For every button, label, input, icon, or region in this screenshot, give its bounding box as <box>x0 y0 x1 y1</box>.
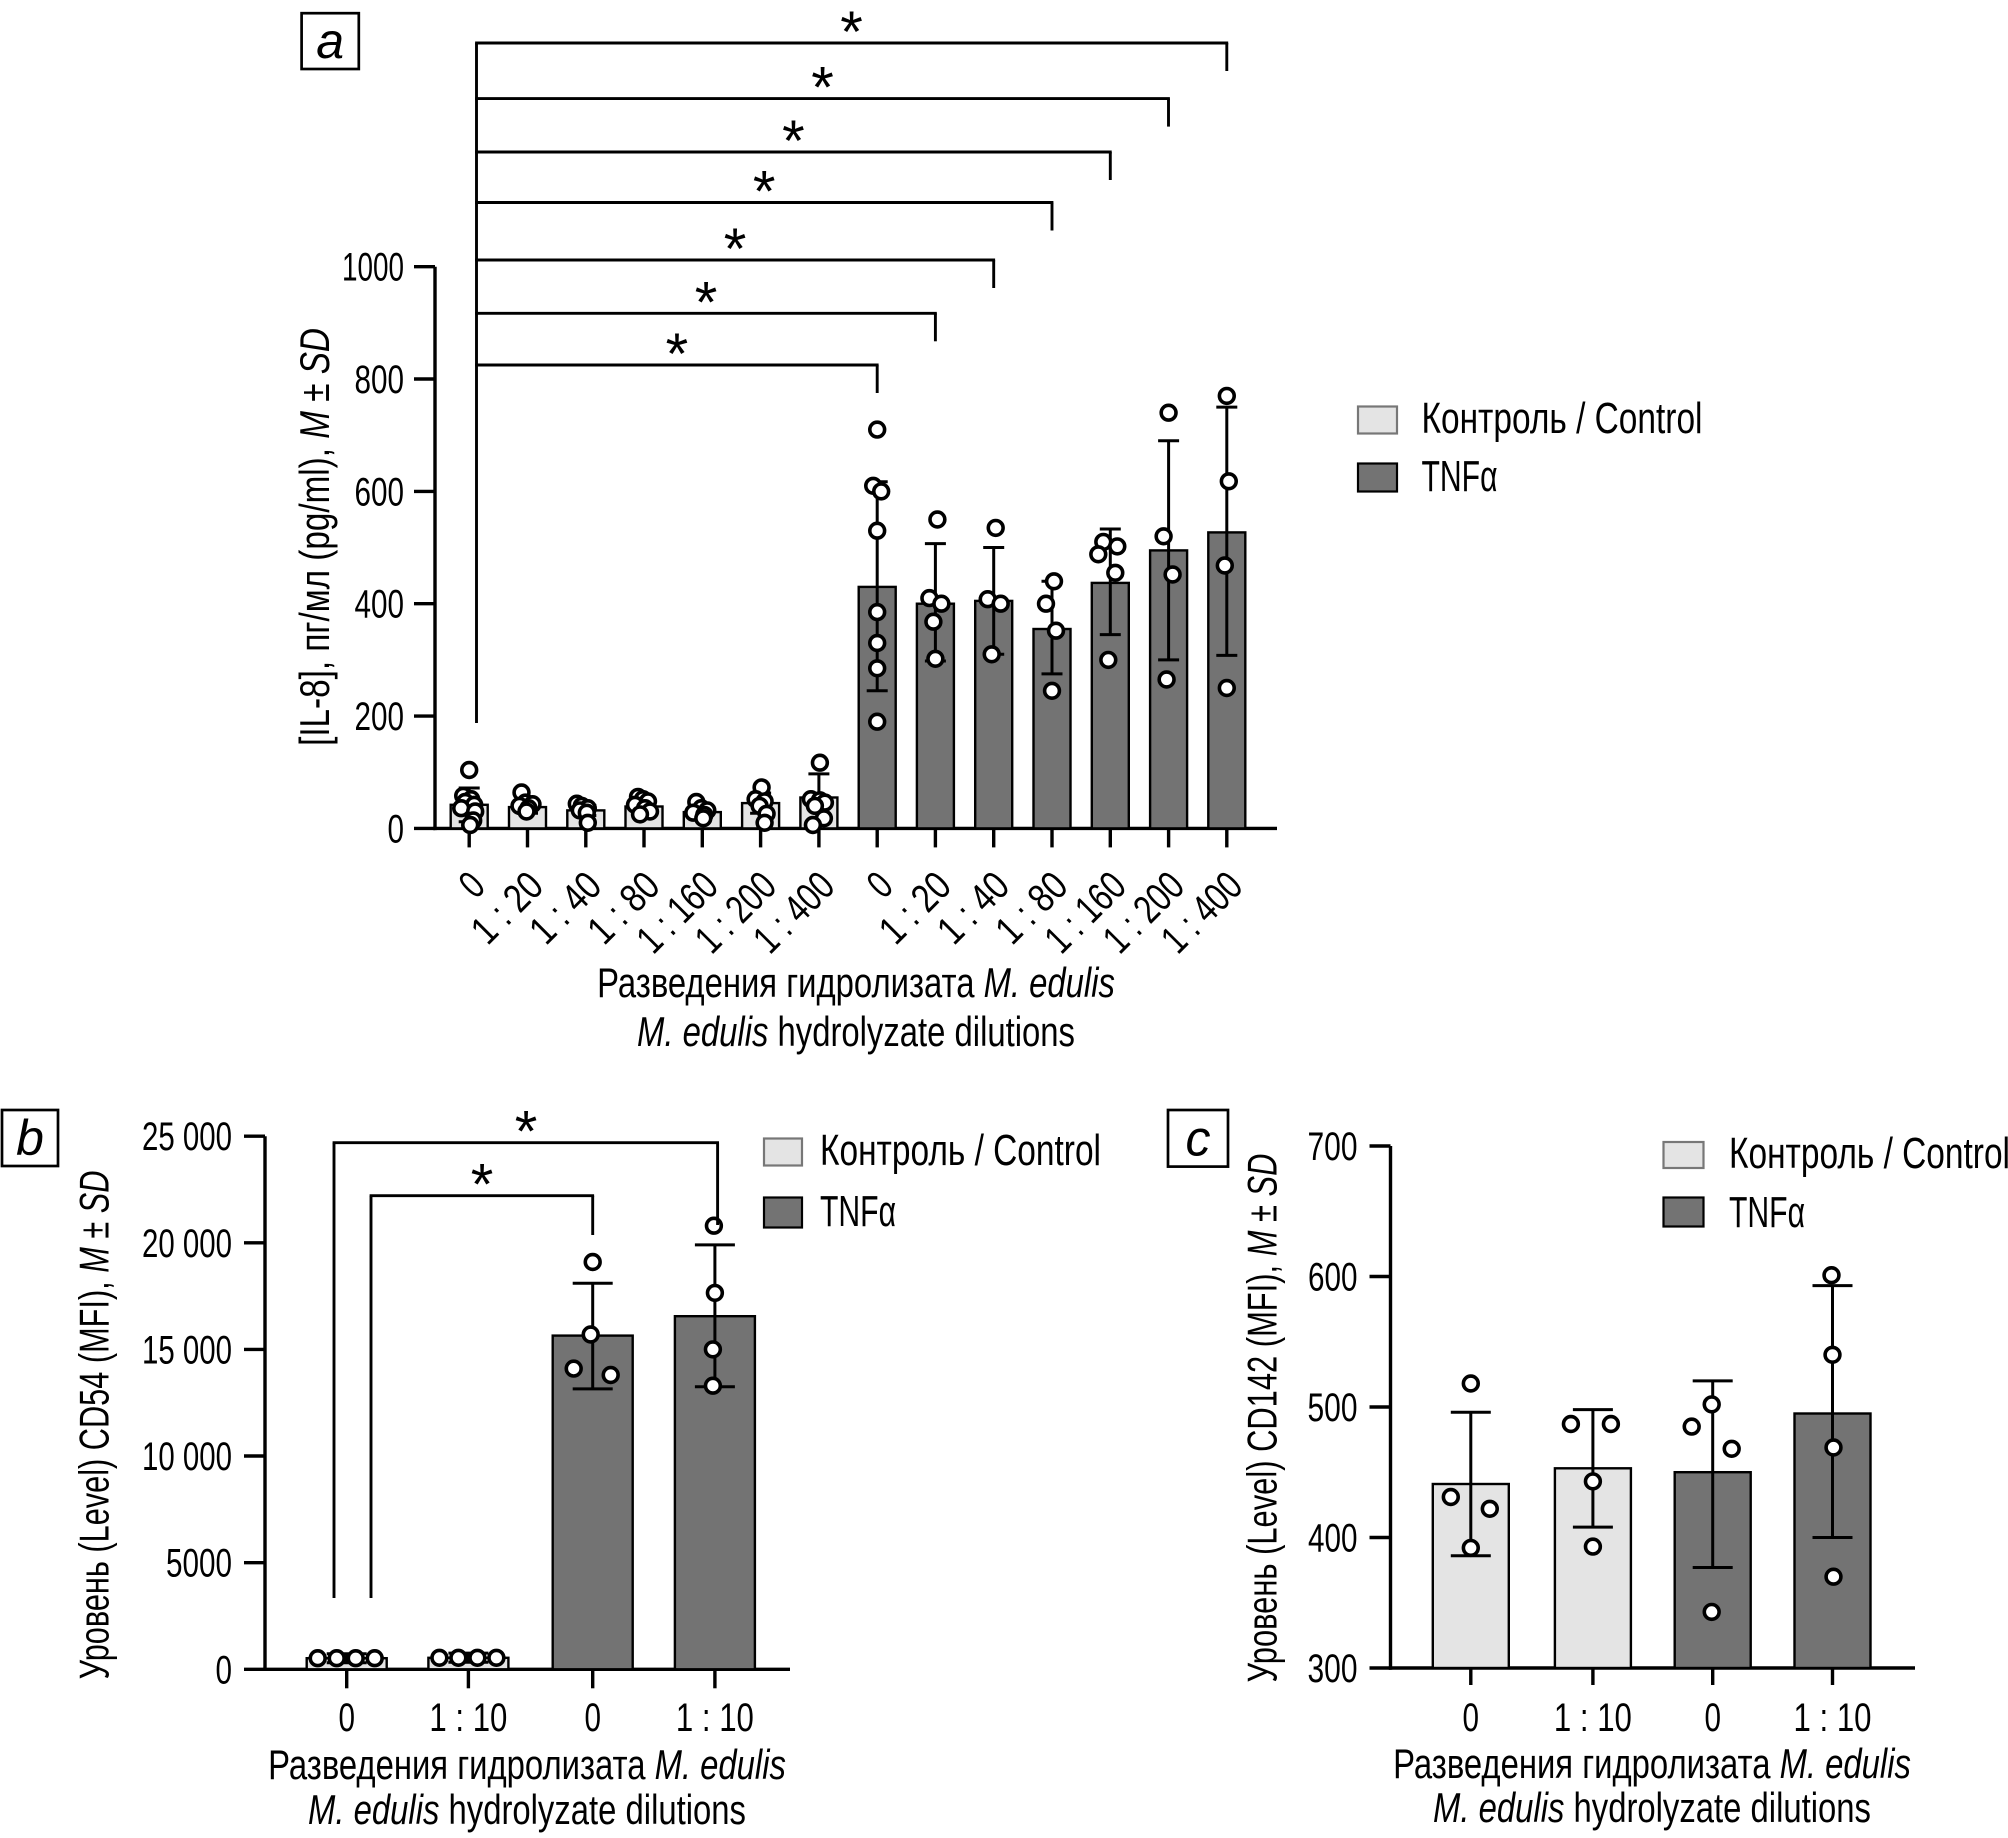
svg-text:0: 0 <box>1704 1696 1721 1740</box>
svg-text:Уровень (Level) CD54 (MFI), M: Уровень (Level) CD54 (MFI), M ± SD <box>71 1171 118 1680</box>
svg-text:0: 0 <box>387 807 404 851</box>
svg-text:TNFα: TNFα <box>1729 1187 1805 1236</box>
svg-text:25 000: 25 000 <box>142 1115 232 1159</box>
svg-text:*: * <box>471 1153 494 1218</box>
svg-text:a: a <box>316 13 344 69</box>
svg-text:10 000: 10 000 <box>142 1435 232 1479</box>
svg-text:M. edulis hydrolyzate dilution: M. edulis hydrolyzate dilutions <box>637 1008 1075 1055</box>
svg-text:*: * <box>782 109 805 174</box>
svg-text:*: * <box>515 1100 538 1165</box>
svg-text:0: 0 <box>584 1696 601 1740</box>
svg-text:Контроль / Control: Контроль / Control <box>1422 395 1703 443</box>
svg-text:0: 0 <box>215 1648 232 1692</box>
svg-text:c: c <box>1186 1110 1211 1166</box>
svg-text:*: * <box>811 56 834 121</box>
svg-text:TNFα: TNFα <box>1422 451 1498 500</box>
svg-text:700: 700 <box>1308 1125 1358 1169</box>
svg-text:*: * <box>840 0 863 65</box>
svg-text:1 : 10: 1 : 10 <box>676 1695 754 1740</box>
svg-text:20 000: 20 000 <box>142 1221 232 1265</box>
svg-text:*: * <box>666 322 689 387</box>
svg-text:*: * <box>753 160 776 225</box>
svg-text:0: 0 <box>1463 1696 1480 1740</box>
svg-text:Контроль / Control: Контроль / Control <box>820 1127 1101 1175</box>
svg-text:800: 800 <box>355 358 404 402</box>
svg-text:5000: 5000 <box>166 1541 232 1585</box>
svg-text:15 000: 15 000 <box>142 1328 232 1372</box>
svg-text:1000: 1000 <box>342 246 404 290</box>
svg-text:0: 0 <box>338 1696 355 1740</box>
svg-text:1 : 10: 1 : 10 <box>1554 1695 1632 1740</box>
svg-text:200: 200 <box>355 695 404 739</box>
svg-text:300: 300 <box>1308 1647 1358 1691</box>
svg-text:Разведения гидролизата M. edul: Разведения гидролизата M. edulis <box>597 959 1115 1006</box>
svg-text:Уровень (Level) CD142 (MFI), M: Уровень (Level) CD142 (MFI), M ± SD <box>1239 1154 1286 1683</box>
svg-text:Разведения гидролизата M. edul: Разведения гидролизата M. edulis <box>268 1741 786 1788</box>
svg-text:*: * <box>724 217 747 282</box>
svg-text:Разведения гидролизата M. edul: Разведения гидролизата M. edulis <box>1393 1740 1911 1787</box>
svg-text:500: 500 <box>1308 1386 1358 1430</box>
svg-text:TNFα: TNFα <box>820 1186 896 1235</box>
svg-text:b: b <box>16 1110 44 1166</box>
svg-text:600: 600 <box>355 470 404 514</box>
svg-text:1 : 10: 1 : 10 <box>1794 1695 1872 1740</box>
svg-text:400: 400 <box>355 582 404 626</box>
svg-text:Контроль / Control: Контроль / Control <box>1729 1130 2008 1178</box>
svg-text:400: 400 <box>1308 1516 1357 1560</box>
svg-text:M. edulis hydrolyzate dilution: M. edulis hydrolyzate dilutions <box>1433 1784 1871 1831</box>
svg-text:[IL-8], пг/мл (pg/ml), M ± SD: [IL-8], пг/мл (pg/ml), M ± SD <box>292 328 339 746</box>
svg-text:600: 600 <box>1308 1255 1357 1299</box>
svg-text:*: * <box>695 270 718 335</box>
svg-text:1 : 10: 1 : 10 <box>429 1695 507 1740</box>
svg-text:M. edulis hydrolyzate dilution: M. edulis hydrolyzate dilutions <box>308 1786 746 1833</box>
